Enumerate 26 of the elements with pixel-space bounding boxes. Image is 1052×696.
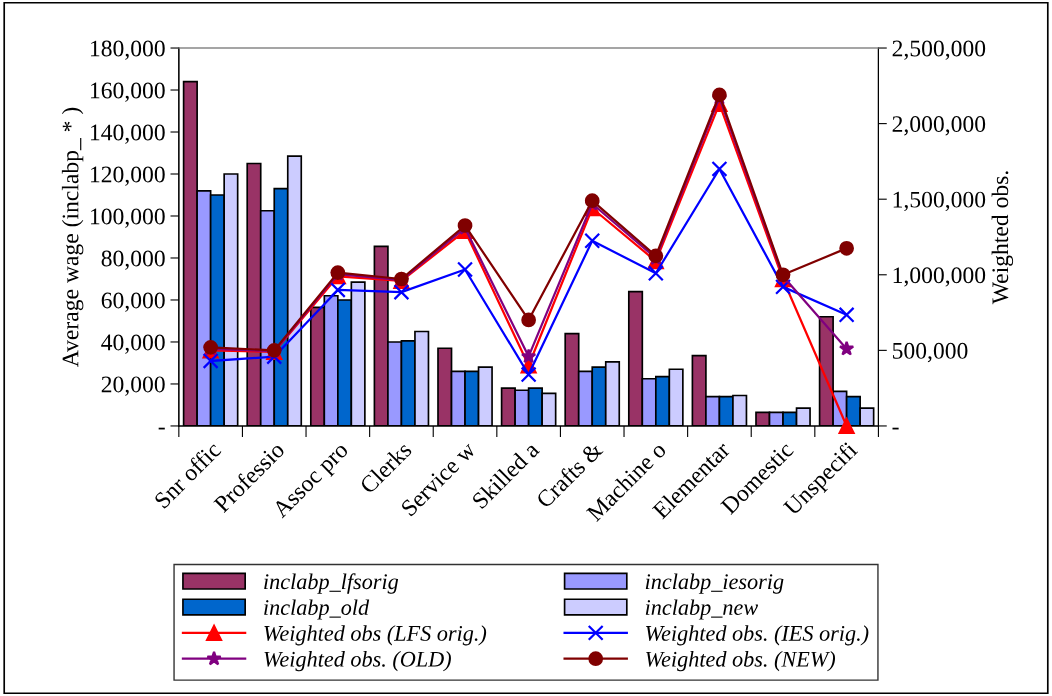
y-tick-label: 100,000 [90,208,165,228]
y-tick-label: 140,000 [90,124,165,144]
y2-tick-label: 2,500,000 [892,40,986,60]
legend-label: Weighted obs. (OLD) [264,651,451,672]
y-tick-label: 160,000 [90,82,165,102]
y2-tick-label: - [892,427,899,430]
y-tick-label: 120,000 [90,166,165,186]
y2-tick-label: 1,500,000 [893,191,986,212]
legend-label: inclabp_lfsorig [264,573,399,594]
y-axis-title: Average wage (inclabp_ * ) [61,107,84,367]
y-tick-label: 40,000 [101,334,165,354]
y-tick-label: 60,000 [101,292,165,312]
legend-label: Weighted obs. (IES orig.) [646,625,869,646]
y-tick-label: 80,000 [101,250,165,270]
legend-label: inclabp_iesorig [645,573,784,594]
y2-tick-label: 500,000 [892,342,968,363]
y-tick-label: - [158,427,165,430]
legend-label: Weighted obs (LFS orig.) [264,625,487,646]
legend-label: inclabp_new [645,599,758,620]
legend-label: inclabp_old [264,599,370,620]
legend-label: Weighted obs. (NEW) [646,651,836,672]
y-tick-label: 20,000 [101,376,165,396]
y2-tick-label: 2,000,000 [892,116,986,136]
y2-tick-label: 1,000,000 [893,267,986,287]
y2-axis-title: Weighted obs. [991,171,1014,305]
y-tick-label: 180,000 [90,40,165,60]
